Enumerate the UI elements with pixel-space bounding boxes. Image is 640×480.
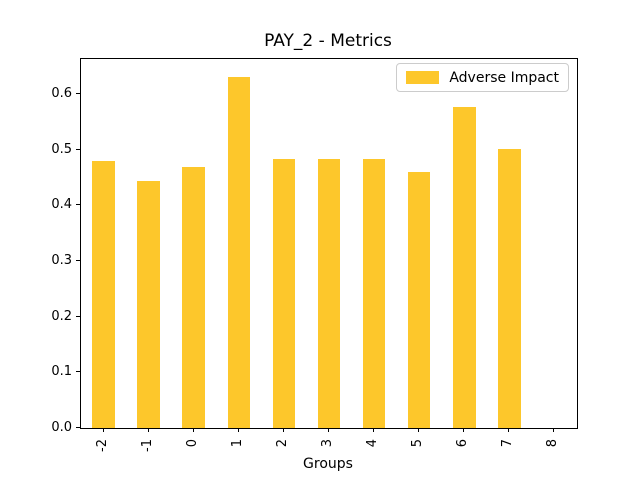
legend-label: Adverse Impact — [449, 69, 559, 86]
y-tick-mark — [76, 315, 80, 317]
bar-3 — [317, 158, 341, 428]
y-tick-mark — [76, 427, 80, 428]
x-tick-mark — [508, 428, 510, 432]
bar-2 — [272, 158, 296, 428]
x-tick-mark — [418, 428, 420, 432]
x-tick-mark — [282, 428, 284, 432]
x-tick-label: 0 — [184, 439, 200, 448]
x-axis-label: Groups — [303, 456, 353, 472]
bar-7 — [498, 148, 521, 428]
bar-1 — [227, 76, 251, 428]
x-tick-label-wrap: 4 — [365, 434, 380, 453]
x-tick-mark — [237, 428, 239, 432]
x-tick-label-wrap: 1 — [230, 434, 245, 453]
bar--2 — [92, 160, 115, 428]
bar-0 — [182, 166, 205, 428]
x-tick-label-wrap: 3 — [320, 434, 335, 453]
x-tick-label-wrap: 5 — [410, 434, 425, 453]
y-tick-label: 0.4 — [51, 197, 72, 213]
y-tick-label: 0.5 — [51, 141, 72, 157]
bar-4 — [362, 158, 386, 428]
x-tick-label-wrap: 0 — [185, 434, 200, 453]
x-tick-mark — [373, 428, 375, 432]
y-tick-mark — [76, 204, 80, 206]
y-tick-label: 0.1 — [51, 364, 72, 380]
plot-area: Adverse Impact — [80, 58, 578, 429]
x-tick-label-wrap: 2 — [275, 434, 290, 453]
y-tick-mark — [76, 260, 80, 262]
x-tick-mark — [328, 428, 329, 432]
x-tick-label: -1 — [139, 439, 155, 452]
chart-title: PAY_2 - Metrics — [264, 31, 392, 51]
bar-5 — [407, 171, 431, 428]
x-tick-mark — [102, 428, 104, 432]
y-tick-label: 0.0 — [51, 420, 72, 435]
x-tick-label: 3 — [320, 439, 335, 448]
x-tick-label: -2 — [94, 439, 110, 452]
y-tick-mark — [76, 148, 80, 150]
y-tick-mark — [76, 371, 80, 373]
x-tick-label: 2 — [274, 439, 290, 448]
y-tick-label: 0.3 — [51, 253, 72, 269]
y-tick-mark — [76, 93, 80, 95]
x-tick-mark — [553, 428, 555, 432]
bar--1 — [137, 180, 160, 428]
bar-6 — [453, 107, 476, 428]
legend: Adverse Impact — [396, 63, 569, 92]
y-tick-label: 0.6 — [51, 86, 72, 102]
x-tick-label: 4 — [365, 439, 381, 448]
y-tick-label: 0.2 — [51, 308, 72, 324]
x-tick-label-wrap: 6 — [455, 434, 470, 453]
x-tick-label: 1 — [229, 439, 245, 448]
x-tick-label: 5 — [410, 439, 426, 448]
legend-swatch — [406, 71, 440, 84]
x-tick-label-wrap: 7 — [500, 434, 515, 453]
x-tick-mark — [192, 428, 194, 432]
x-tick-mark — [147, 428, 149, 432]
x-tick-label: 6 — [455, 439, 471, 448]
x-tick-label: 8 — [545, 439, 561, 448]
x-tick-mark — [463, 428, 465, 432]
x-tick-label-wrap: -1 — [139, 434, 155, 453]
x-tick-label-wrap: -2 — [94, 434, 110, 453]
x-tick-label: 7 — [500, 439, 516, 448]
x-tick-label-wrap: 8 — [545, 434, 560, 453]
